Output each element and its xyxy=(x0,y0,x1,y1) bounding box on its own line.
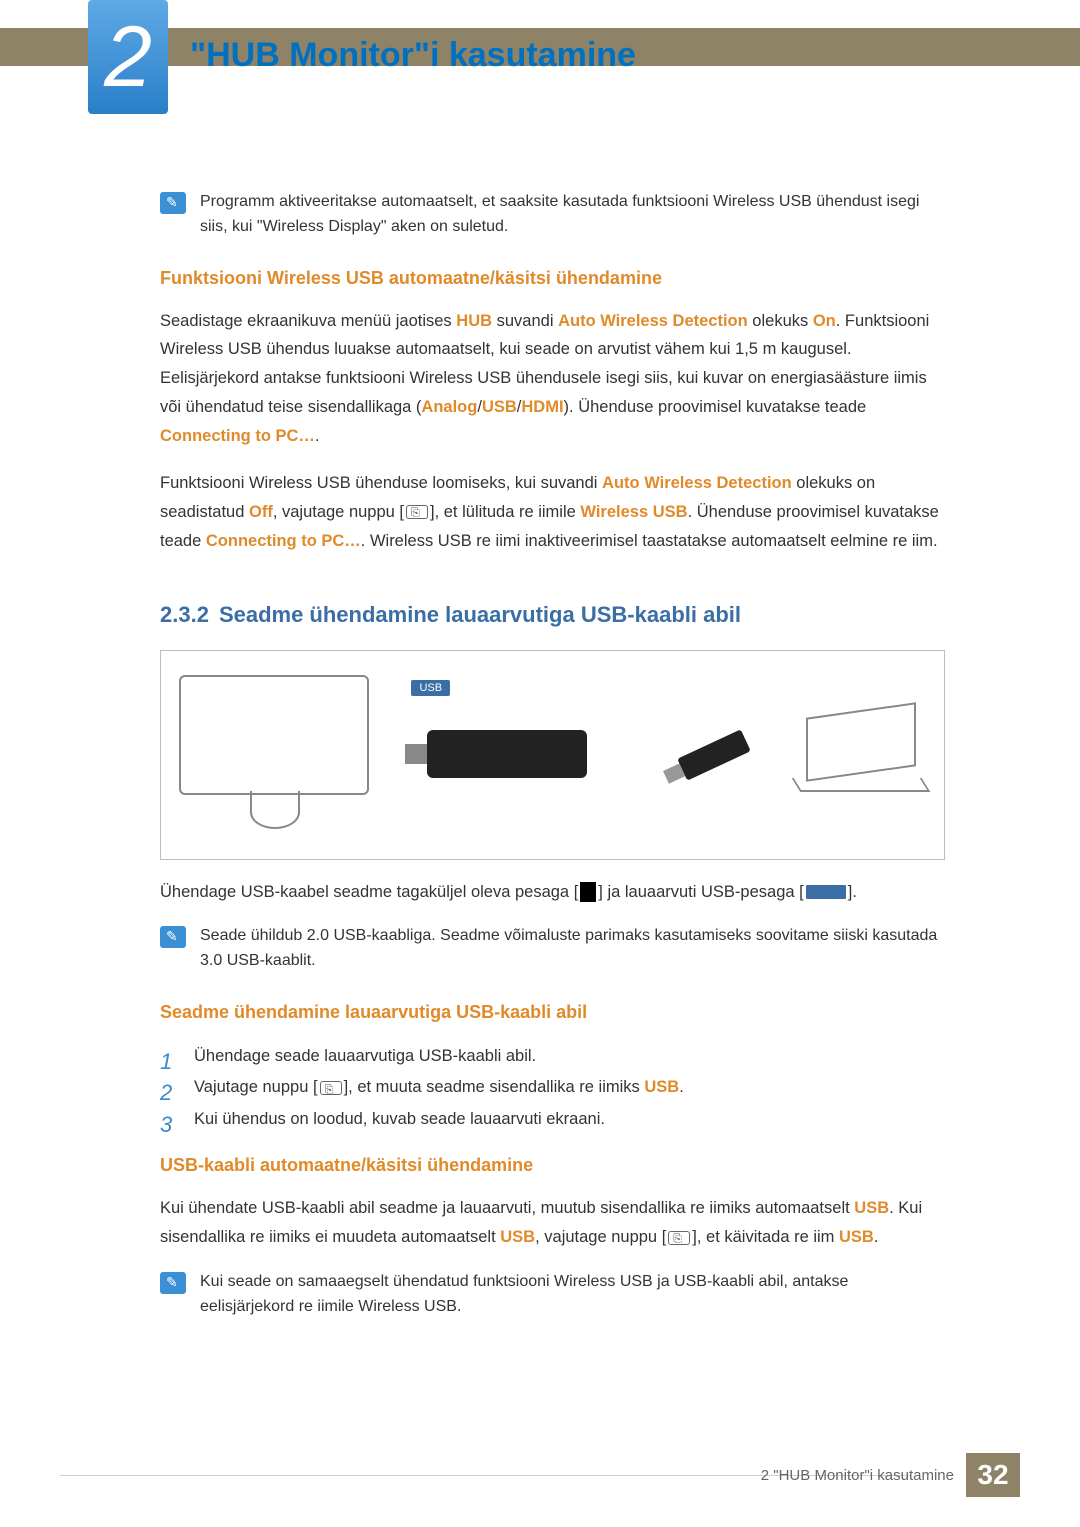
laptop-illustration xyxy=(796,710,926,800)
hl-analog: Analog xyxy=(421,398,477,416)
hl-usb: USB xyxy=(644,1078,679,1096)
hl-connecting2: Connecting to PC… xyxy=(206,532,361,550)
usb-plug xyxy=(677,729,751,780)
hl-usb: USB xyxy=(482,398,517,416)
text: . Wireless USB re iimi inaktiveerimisel … xyxy=(361,532,938,550)
text: Vajutage nuppu [ xyxy=(194,1078,318,1096)
usb-port-label: USB xyxy=(411,680,450,696)
usb-dongle xyxy=(427,730,587,778)
note-icon xyxy=(160,1272,186,1294)
diagram-caption: Ühendage USB-kaabel seadme tagaküljel ol… xyxy=(160,878,945,907)
monitor-screen xyxy=(179,675,369,795)
subheading-wireless-usb: Funktsiooni Wireless USB automaatne/käsi… xyxy=(160,268,945,289)
subheading-usb-auto-manual: USB-kaabli automaatne/käsitsi ühendamine xyxy=(160,1155,945,1176)
page: 2 "HUB Monitor"i kasutamine Programm akt… xyxy=(0,0,1080,1527)
step-3: Kui ühendus on loodud, kuvab seade lauaa… xyxy=(160,1104,945,1135)
hl-hdmi: HDMI xyxy=(521,398,563,416)
usb-cable-illustration xyxy=(642,705,786,805)
hl-wusb: Wireless USB xyxy=(580,503,687,521)
text: suvandi xyxy=(492,312,558,330)
paragraph-usb-auto: Kui ühendate USB-kaabli abil seadme ja l… xyxy=(160,1194,945,1252)
note-icon xyxy=(160,926,186,948)
text: ], et käivitada re iim xyxy=(692,1228,839,1246)
steps-list: Ühendage seade lauaarvutiga USB-kaabli a… xyxy=(160,1041,945,1135)
source-button-icon xyxy=(320,1081,342,1095)
hl-usb: USB xyxy=(839,1228,874,1246)
subheading-usb-connect: Seadme ühendamine lauaarvutiga USB-kaabl… xyxy=(160,1002,945,1023)
usb-port-icon xyxy=(580,882,596,902)
chapter-badge: 2 xyxy=(88,0,168,114)
connection-diagram: USB xyxy=(160,650,945,860)
chapter-title: "HUB Monitor"i kasutamine xyxy=(190,36,636,75)
footer-text: 2 "HUB Monitor"i kasutamine xyxy=(761,1467,966,1484)
text: ], et muuta seadme sisendallika re iimik… xyxy=(344,1078,645,1096)
hl-awd2: Auto Wireless Detection xyxy=(602,474,792,492)
text: Kui ühendate USB-kaabli abil seadme ja l… xyxy=(160,1199,854,1217)
hl-off: Off xyxy=(249,503,273,521)
monitor-illustration xyxy=(179,675,371,835)
text: . xyxy=(679,1078,684,1096)
paragraph-2: Funktsiooni Wireless USB ühenduse loomis… xyxy=(160,469,945,556)
text: olekuks xyxy=(748,312,813,330)
hub-illustration: USB xyxy=(381,680,631,830)
source-button-icon xyxy=(406,505,428,519)
hl-on: On xyxy=(813,312,836,330)
text: . xyxy=(874,1228,879,1246)
text: Funktsiooni Wireless USB ühenduse loomis… xyxy=(160,474,602,492)
text: . xyxy=(315,427,320,445)
text: ], et lülituda re iimile xyxy=(430,503,580,521)
hl-awd: Auto Wireless Detection xyxy=(558,312,748,330)
note-text: Programm aktiveeritakse automaatselt, et… xyxy=(200,190,945,240)
laptop-base xyxy=(792,778,931,792)
page-number: 32 xyxy=(966,1453,1020,1497)
note-block-1: Programm aktiveeritakse automaatselt, et… xyxy=(160,190,945,240)
text: ). Ühenduse proovimisel kuvatakse teade xyxy=(564,398,867,416)
note-text: Seade ühildub 2.0 USB-kaabliga. Seadme v… xyxy=(200,924,945,974)
laptop-screen xyxy=(806,702,916,781)
text: ]. xyxy=(848,883,857,901)
hl-hub: HUB xyxy=(456,312,492,330)
hl-usb: USB xyxy=(500,1228,535,1246)
hl-usb: USB xyxy=(854,1199,889,1217)
paragraph-1: Seadistage ekraanikuva menüü jaotises HU… xyxy=(160,307,945,451)
section-number: 2.3.2 xyxy=(160,602,209,627)
step-1: Ühendage seade lauaarvutiga USB-kaabli a… xyxy=(160,1041,945,1072)
note-text: Kui seade on samaaegselt ühendatud funkt… xyxy=(200,1270,945,1320)
page-footer: 2 "HUB Monitor"i kasutamine 32 xyxy=(761,1453,1020,1497)
text: Ühendage USB-kaabel seadme tagaküljel ol… xyxy=(160,883,578,901)
hl-connecting: Connecting to PC… xyxy=(160,427,315,445)
note-block-2: Seade ühildub 2.0 USB-kaabliga. Seadme v… xyxy=(160,924,945,974)
section-heading-232: 2.3.2 Seadme ühendamine lauaarvutiga USB-… xyxy=(160,602,945,628)
chapter-number: 2 xyxy=(104,8,152,107)
text: , vajutage nuppu [ xyxy=(273,503,404,521)
step-2: Vajutage nuppu [ ], et muuta seadme sisen… xyxy=(160,1072,945,1103)
usb-plug-icon xyxy=(806,885,846,899)
text: Seadistage ekraanikuva menüü jaotises xyxy=(160,312,456,330)
source-button-icon xyxy=(668,1231,690,1245)
note-icon xyxy=(160,192,186,214)
text: ] ja lauaarvuti USB-pesaga [ xyxy=(598,883,803,901)
monitor-stand xyxy=(250,791,300,829)
text: , vajutage nuppu [ xyxy=(535,1228,666,1246)
content-area: Programm aktiveeritakse automaatselt, et… xyxy=(160,190,945,1347)
section-title: Seadme ühendamine lauaarvutiga USB-kaabl… xyxy=(219,602,741,627)
note-block-3: Kui seade on samaaegselt ühendatud funkt… xyxy=(160,1270,945,1320)
